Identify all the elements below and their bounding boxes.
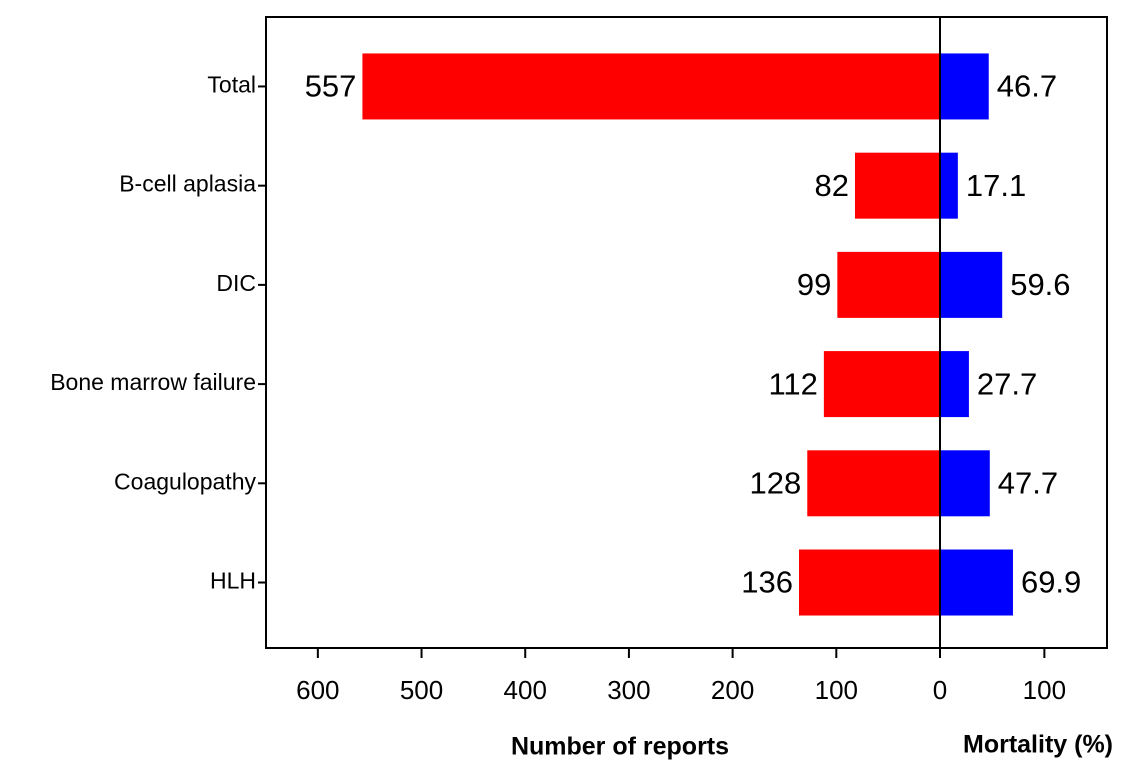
bar <box>798 549 940 616</box>
x-tick-label: 600 <box>296 675 339 705</box>
x-tick-label: 100 <box>815 675 858 705</box>
category-label: Total <box>207 72 256 98</box>
value-label: 47.7 <box>998 465 1058 500</box>
x-tick-label: 200 <box>711 675 754 705</box>
bar <box>940 152 958 219</box>
bar <box>362 53 940 120</box>
category-label: Bone marrow failure <box>50 369 256 395</box>
value-label: 69.9 <box>1021 565 1081 600</box>
value-label: 99 <box>797 267 831 302</box>
bar <box>940 450 990 517</box>
category-label: B-cell aplasia <box>119 171 256 197</box>
category-label: DIC <box>216 270 256 296</box>
x-tick-label: 0 <box>933 675 947 705</box>
x-tick-label: 300 <box>607 675 650 705</box>
value-label: 128 <box>750 465 802 500</box>
x2-tick-label: 100 <box>1023 675 1066 705</box>
x-tick-label: 400 <box>504 675 547 705</box>
bar <box>854 152 940 219</box>
x-axis-title: Number of reports <box>511 733 729 761</box>
bar <box>940 53 989 120</box>
category-label: Coagulopathy <box>114 468 256 494</box>
plot-frame <box>265 16 1108 649</box>
x2-axis-title: Mortality (%) <box>963 731 1113 759</box>
bar <box>807 450 940 517</box>
value-label: 557 <box>305 69 357 104</box>
value-label: 112 <box>768 366 817 401</box>
category-label: HLH <box>210 568 256 594</box>
bar <box>940 549 1013 616</box>
value-label: 17.1 <box>966 168 1026 203</box>
x-tick-label: 500 <box>400 675 443 705</box>
value-label: 46.7 <box>997 69 1057 104</box>
bar <box>823 351 940 418</box>
value-label: 27.7 <box>977 366 1037 401</box>
value-label: 82 <box>814 168 848 203</box>
bar <box>940 351 969 418</box>
value-label: 136 <box>741 565 793 600</box>
bar <box>837 251 940 318</box>
value-label: 59.6 <box>1010 267 1070 302</box>
bar <box>940 251 1003 318</box>
